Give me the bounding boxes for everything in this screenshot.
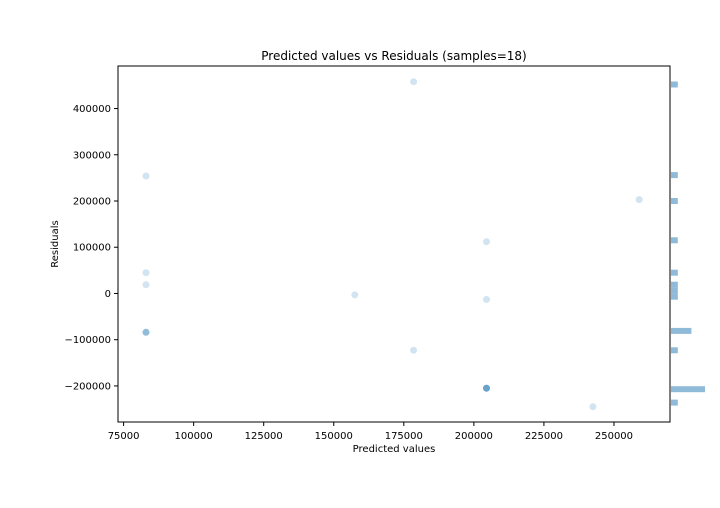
scatter-point	[142, 172, 150, 180]
scatter-point	[589, 403, 597, 411]
x-axis: 75000 100000 125000 150000 175000 200000 22500…	[108, 422, 633, 442]
scatter-point	[483, 384, 490, 392]
scatter-point	[351, 291, 359, 299]
histogram-bar	[671, 269, 678, 276]
y-tick-label: 0	[105, 289, 111, 300]
scatter-point	[142, 269, 150, 277]
histogram-bar	[671, 347, 678, 354]
histogram-bar	[671, 327, 692, 334]
scatter-point	[483, 384, 490, 392]
scatter-point	[483, 384, 490, 392]
histogram-bar	[671, 81, 678, 88]
histogram-bar	[671, 172, 678, 179]
scatter-point	[142, 281, 150, 289]
x-tick-label: 150000	[315, 431, 353, 442]
scatter-point	[483, 238, 490, 246]
histogram-bar	[671, 198, 678, 204]
chart-title: Predicted values vs Residuals (samples=1…	[261, 49, 526, 63]
plot-frame	[117, 65, 671, 423]
x-tick-label: 125000	[245, 431, 283, 442]
histogram-bar	[671, 281, 678, 288]
scatter-point	[483, 384, 490, 392]
scatter-point	[410, 346, 418, 354]
scatter-point	[635, 196, 643, 204]
histogram-bar	[671, 399, 678, 406]
y-tick-label: −100000	[64, 335, 111, 346]
y-tick-label: 100000	[73, 243, 111, 254]
y-axis-label: Residuals	[50, 220, 61, 267]
histogram-bar	[671, 386, 705, 393]
marginal-histogram	[671, 81, 705, 406]
y-tick-label: −200000	[64, 381, 111, 392]
y-tick-label: 200000	[73, 197, 111, 208]
scatter-point	[142, 328, 150, 336]
x-axis-label: Predicted values	[353, 444, 436, 455]
histogram-bar	[671, 293, 678, 300]
x-tick-label: 175000	[385, 431, 423, 442]
x-tick-label: 225000	[525, 431, 563, 442]
histogram-bar	[671, 237, 678, 244]
x-tick-label: 75000	[108, 431, 140, 442]
y-tick-label: 300000	[73, 150, 111, 161]
x-tick-label: 200000	[455, 431, 493, 442]
points-layer	[142, 78, 643, 411]
y-tick-label: 400000	[73, 104, 111, 115]
scatter-point	[410, 78, 418, 86]
scatter-point	[483, 384, 490, 392]
scatter-point	[142, 328, 150, 336]
scatter-point	[483, 296, 490, 303]
x-tick-label: 100000	[175, 431, 213, 442]
histogram-bar	[671, 287, 678, 294]
scatter-point	[142, 328, 150, 336]
y-axis: −200000 −100000 0 100000 200000 300000 400000	[64, 104, 118, 392]
x-tick-label: 250000	[595, 431, 633, 442]
